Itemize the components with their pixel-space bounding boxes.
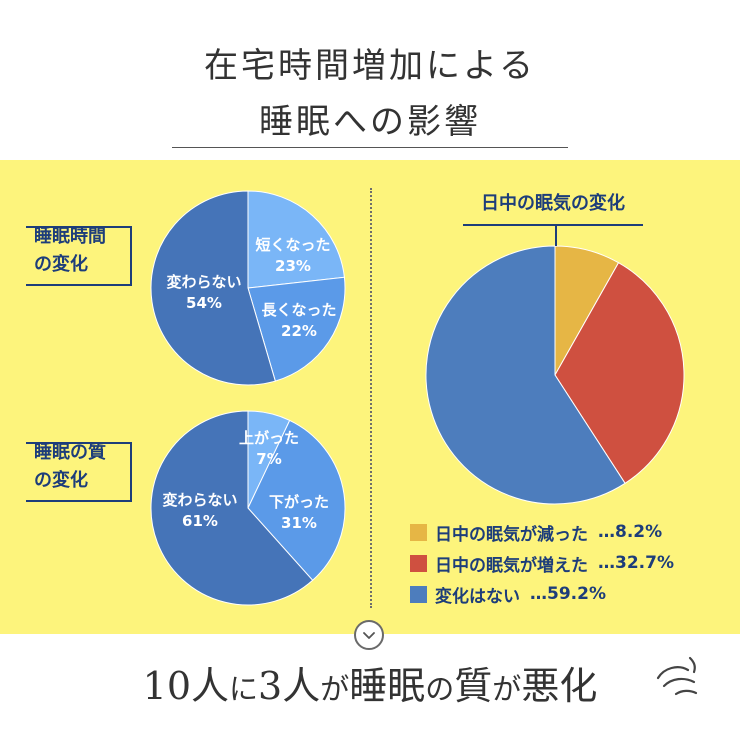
sleep-time-title-line-1: 睡眠時間: [34, 226, 106, 247]
legend-label-decreased: 日中の眠気が減った: [435, 524, 588, 545]
sleep-time-title-line-2: の変化: [34, 254, 88, 275]
legend-swatch-decreased: [410, 523, 427, 541]
title-underline: [172, 147, 568, 148]
headline: 10人に3人が睡眠の質が悪化: [60, 658, 680, 717]
panel-divider: [370, 188, 372, 608]
legend-value-decreased: …8.2%: [598, 522, 663, 542]
slice-shorter-text: 短くなった: [255, 236, 331, 254]
slice-label-worsened: 下がった 31%: [256, 492, 342, 534]
headline-part: が: [492, 672, 522, 706]
sleep-time-title-bracket: [26, 226, 132, 286]
slice-shorter-value: 23%: [275, 257, 311, 275]
sleep-quality-title-bracket: [26, 442, 132, 502]
pie-slice-shorter: [247, 190, 345, 289]
pie-slice-unchanged: [150, 410, 314, 606]
daytime-sleepiness-pie: [425, 245, 685, 505]
sleep-quality-title-line-1: 睡眠の質: [34, 442, 106, 463]
pie-slice-increased: [554, 262, 685, 484]
daytime-sleepiness-chart-title: 日中の眠気の変化: [481, 193, 625, 214]
slice-worsened-text: 下がった: [268, 493, 329, 511]
sleep-time-pie: [150, 190, 346, 386]
slice-longer-text: 長くなった: [261, 301, 337, 319]
sleep-quality-title-line-2: の変化: [34, 470, 88, 491]
daytime-title-underline: [463, 224, 643, 226]
slice-label-unchanged-quality: 変わらない 61%: [152, 490, 248, 532]
headline-part: に: [229, 672, 259, 706]
pie-slice-unchanged: [150, 190, 276, 386]
slice-improved-text: 上がった: [238, 429, 299, 447]
headline-part: が: [320, 672, 350, 706]
legend-value-no-change: …59.2%: [530, 584, 606, 604]
sigh-icon: [656, 656, 698, 696]
legend-item-decreased: 日中の眠気が減った …8.2%: [410, 520, 663, 545]
headline-part: 質: [454, 664, 493, 708]
legend-swatch-increased: [410, 554, 427, 572]
legend-item-increased: 日中の眠気が増えた …32.7%: [410, 551, 674, 576]
pie-slice-longer: [247, 276, 346, 382]
page-title: 在宅時間増加による 睡眠への影響: [0, 38, 740, 150]
slice-label-unchanged-time: 変わらない 54%: [156, 272, 252, 314]
headline-part: 睡眠: [349, 664, 426, 708]
slice-unchanged-time-value: 54%: [186, 294, 222, 312]
title-line-2: 睡眠への影響: [259, 102, 481, 142]
legend-swatch-no-change: [410, 585, 427, 603]
legend-label-increased: 日中の眠気が増えた: [435, 555, 588, 576]
pie-slice-worsened: [247, 419, 346, 581]
headline-part: 3人: [258, 664, 321, 708]
slice-unchanged-time-text: 変わらない: [166, 273, 242, 291]
slice-longer-value: 22%: [281, 322, 317, 340]
legend-value-increased: …32.7%: [598, 553, 674, 573]
pie-slice-no-change: [425, 245, 626, 505]
legend-label-no-change: 変化はない: [435, 586, 520, 607]
sleep-quality-chart-title: 睡眠の質 の変化: [34, 439, 106, 495]
headline-part: 10人: [142, 664, 230, 708]
slice-label-longer: 長くなった 22%: [256, 300, 342, 342]
daytime-title-pointer: [555, 224, 557, 246]
slice-unchanged-quality-text: 変わらない: [162, 491, 238, 509]
title-line-1: 在宅時間増加による: [204, 46, 536, 86]
slice-label-shorter: 短くなった 23%: [250, 235, 336, 277]
slice-unchanged-quality-value: 61%: [182, 512, 218, 530]
slice-worsened-value: 31%: [281, 514, 317, 532]
chevron-down-icon: [354, 620, 384, 650]
headline-part: 悪化: [521, 664, 598, 708]
headline-part: の: [425, 672, 455, 706]
slice-label-improved: 上がった 7%: [226, 428, 312, 470]
slice-improved-value: 7%: [256, 450, 282, 468]
sleep-quality-pie: [150, 410, 346, 606]
sleep-time-chart-title: 睡眠時間 の変化: [34, 223, 106, 279]
legend-item-no-change: 変化はない …59.2%: [410, 582, 606, 607]
